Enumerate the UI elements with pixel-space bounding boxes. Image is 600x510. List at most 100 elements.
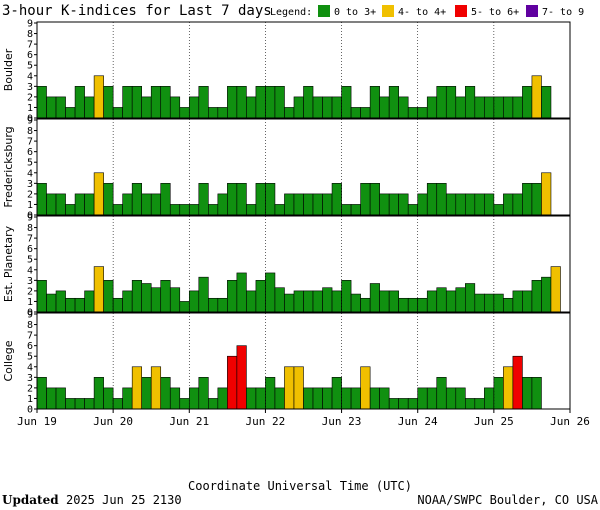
- kp-bar: [379, 96, 390, 119]
- kp-bar: [255, 183, 266, 216]
- kp-bar: [417, 297, 428, 313]
- y-tick-label: 6: [27, 244, 33, 255]
- kp-bar: [150, 366, 162, 410]
- kp-bar: [341, 86, 352, 119]
- kp-bar: [426, 96, 438, 119]
- kp-bar: [303, 193, 314, 216]
- kp-bar: [84, 193, 95, 216]
- panel-label: Boulder: [2, 48, 15, 91]
- y-tick-label: 8: [27, 126, 33, 137]
- kp-bar: [464, 283, 476, 313]
- kp-bar: [455, 96, 466, 119]
- kp-bar: [179, 301, 190, 313]
- kp-bar: [512, 193, 523, 216]
- kp-bar: [445, 193, 457, 216]
- kp-bar: [360, 297, 371, 313]
- kp-bar: [522, 290, 533, 313]
- kp-bar: [179, 204, 190, 216]
- kp-bar: [188, 96, 200, 119]
- kp-bar: [331, 290, 342, 313]
- panel-frame: [36, 21, 571, 119]
- kp-bar: [388, 290, 399, 313]
- kp-bar: [217, 107, 228, 119]
- kp-bar: [131, 183, 142, 216]
- x-tick-label: Jun 26: [550, 415, 590, 428]
- kp-bar: [303, 86, 314, 119]
- kp-bar: [208, 297, 219, 313]
- kp-bar: [417, 387, 428, 410]
- x-tick-label: Jun 23: [322, 415, 362, 428]
- x-tick-label: Jun 20: [93, 415, 133, 428]
- kp-bar: [531, 75, 542, 119]
- panel-frame: [36, 215, 571, 313]
- y-tick-label: 8: [27, 223, 33, 234]
- kp-bar: [484, 96, 495, 119]
- kp-bar: [217, 387, 228, 410]
- y-tick-label: 5: [27, 61, 33, 72]
- kp-bar: [493, 96, 504, 119]
- kp-bar: [407, 107, 419, 119]
- kp-bar: [84, 96, 95, 119]
- kp-bar: [274, 387, 285, 410]
- legend: Legend: 0 to 3+ 4- to 4+ 5- to 6+ 7- to 9: [270, 5, 584, 18]
- kp-bar: [541, 172, 552, 216]
- kp-bar: [512, 96, 523, 119]
- kp-bar: [131, 280, 142, 313]
- y-tick-label: 4: [27, 71, 33, 82]
- source-credit: NOAA/SWPC Boulder, CO USA: [417, 493, 598, 507]
- kp-bar: [169, 387, 181, 410]
- y-tick-label: 2: [27, 189, 33, 200]
- kp-bar: [531, 377, 542, 410]
- kp-bar: [198, 86, 209, 119]
- kp-bar: [303, 387, 314, 410]
- y-tick-label: 9: [27, 116, 33, 127]
- y-tick-label: 0: [27, 405, 33, 416]
- legend-swatch: [382, 5, 394, 17]
- kp-bar: [493, 204, 504, 216]
- y-tick-label: 4: [27, 362, 33, 373]
- kp-bar: [274, 204, 285, 216]
- kp-bar: [503, 366, 514, 410]
- x-tick-label: Jun 22: [246, 415, 286, 428]
- kp-bar: [331, 96, 342, 119]
- kp-bar: [246, 290, 257, 313]
- y-tick-label: 3: [27, 276, 33, 287]
- kp-bar: [464, 193, 476, 216]
- kp-bar: [103, 280, 114, 313]
- y-tick-label: 7: [27, 40, 33, 51]
- kp-bar: [426, 183, 438, 216]
- kp-bar: [512, 290, 523, 313]
- kp-bar: [74, 297, 85, 313]
- y-tick-label: 1: [27, 297, 33, 308]
- kp-bar: [360, 107, 371, 119]
- kp-bar: [131, 86, 142, 119]
- kp-bar: [217, 193, 228, 216]
- kp-bar: [398, 96, 409, 119]
- kp-bar: [265, 272, 276, 313]
- kp-bar: [36, 183, 47, 216]
- y-tick-label: 6: [27, 50, 33, 61]
- kp-bar: [464, 398, 476, 410]
- kp-bar: [369, 86, 380, 119]
- kp-bar: [350, 293, 361, 313]
- x-axis: Jun 19 Jun 20 Jun 21 Jun 22 Jun 23 Jun 24 Jun …: [17, 409, 590, 428]
- y-tick-label: 6: [27, 147, 33, 158]
- kp-bar: [531, 280, 542, 313]
- kp-bar: [103, 183, 114, 216]
- kp-bar: [236, 272, 247, 313]
- kp-bar: [141, 96, 152, 119]
- kp-bar: [322, 193, 333, 216]
- kp-bar: [265, 377, 276, 410]
- kp-bar: [407, 297, 419, 313]
- kp-bar: [274, 86, 285, 119]
- kp-bar: [341, 387, 352, 410]
- kp-bar: [55, 193, 66, 216]
- kp-bar: [388, 86, 399, 119]
- kp-bar: [74, 398, 85, 410]
- kp-bar: [407, 204, 419, 216]
- x-axis-label: Coordinate Universal Time (UTC): [188, 479, 412, 493]
- kp-bar: [169, 287, 181, 313]
- kp-bar: [208, 204, 219, 216]
- kp-bar: [227, 280, 238, 313]
